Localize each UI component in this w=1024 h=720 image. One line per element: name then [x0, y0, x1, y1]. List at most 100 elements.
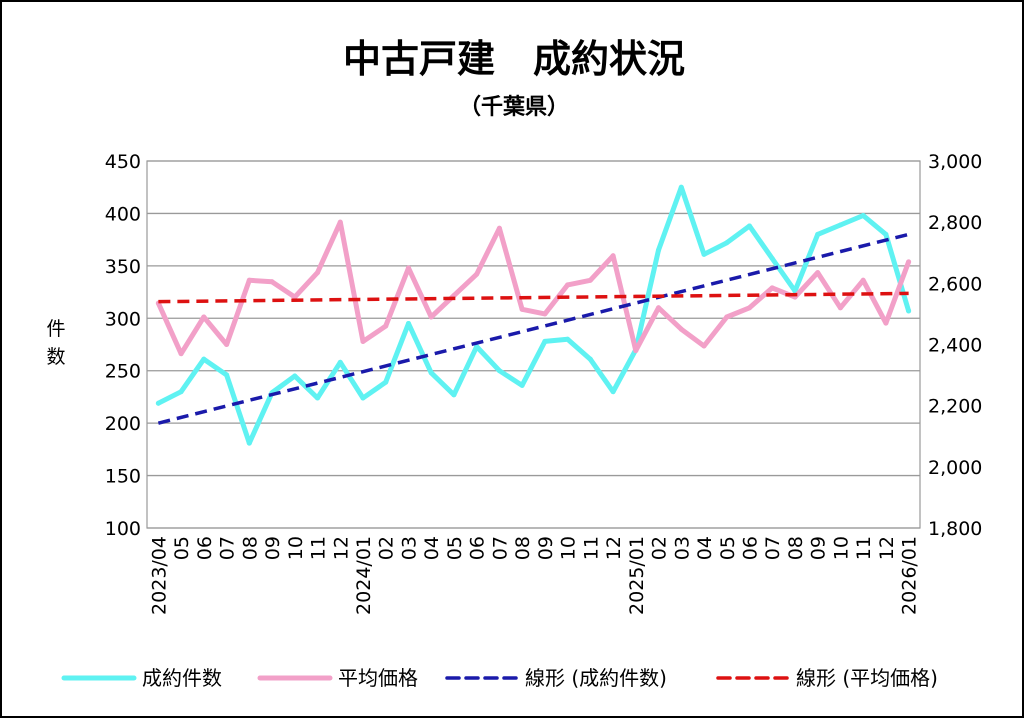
data-point-series-1	[746, 223, 752, 229]
data-point-series-2	[701, 343, 707, 349]
data-point-series-2	[906, 259, 912, 265]
left-axis-ticks: 100 150 200 250 300 350 400 450	[105, 151, 141, 540]
x-tick-label: 04	[694, 536, 716, 560]
data-point-series-1	[587, 356, 593, 362]
data-point-series-1	[178, 389, 184, 395]
x-tick-label: 06	[739, 536, 761, 560]
y2-tick-label: 2,600	[928, 273, 982, 295]
data-point-series-2	[496, 225, 502, 231]
data-point-series-1	[451, 392, 457, 398]
x-tick-label: 07	[762, 536, 784, 560]
data-point-series-2	[542, 311, 548, 317]
x-tick-label: 12	[330, 536, 352, 560]
trendline-1	[157, 232, 910, 425]
data-point-series-1	[292, 373, 298, 379]
data-point-series-2	[678, 326, 684, 332]
x-tick-label: 08	[239, 536, 261, 560]
data-point-series-2	[246, 277, 252, 283]
data-point-series-2	[837, 305, 843, 311]
y-tick-label: 150	[105, 466, 141, 488]
data-point-series-2	[769, 285, 775, 291]
data-point-series-1	[360, 395, 366, 401]
data-point-series-2	[292, 294, 298, 300]
data-point-series-2	[724, 314, 730, 320]
data-point-series-1	[906, 308, 912, 314]
x-axis-ticks: 2023/04 05 06 07 08 09 10 11 12 2024/01 02 03 04 05 06…	[148, 536, 920, 615]
x-tick-label: 07	[217, 536, 239, 560]
data-point-series-1	[769, 256, 775, 262]
data-point-series-1	[155, 400, 161, 406]
data-point-series-1	[201, 356, 207, 362]
data-point-series-2	[178, 351, 184, 357]
x-tick-label: 06	[467, 536, 489, 560]
data-point-series-2	[610, 253, 616, 259]
x-tick-label: 08	[512, 536, 534, 560]
x-tick-label: 12	[603, 536, 625, 560]
data-point-series-1	[610, 389, 616, 395]
data-point-series-2	[269, 279, 275, 285]
series-line-2	[155, 219, 912, 357]
data-point-series-1	[224, 372, 230, 378]
data-point-series-2	[860, 277, 866, 283]
x-tick-label: 2023/04	[148, 536, 170, 615]
data-point-series-2	[587, 277, 593, 283]
x-tick-label: 04	[421, 536, 443, 560]
data-point-series-1	[565, 336, 571, 342]
y-tick-label: 350	[105, 256, 141, 278]
data-point-series-1	[701, 251, 707, 257]
x-tick-label: 11	[308, 536, 330, 560]
data-point-series-2	[656, 305, 662, 311]
legend-label-1: 成約件数	[142, 666, 222, 690]
x-tick-label: 10	[830, 536, 852, 560]
x-tick-label: 02	[649, 536, 671, 560]
y2-tick-label: 2,800	[928, 212, 982, 234]
x-tick-label: 10	[558, 536, 580, 560]
data-point-series-2	[315, 270, 321, 276]
y2-tick-label: 1,800	[928, 518, 982, 540]
data-point-series-2	[815, 270, 821, 276]
legend-label-2: 平均価格	[338, 666, 418, 690]
data-point-series-2	[633, 348, 639, 354]
y2-tick-label: 3,000	[928, 151, 982, 173]
y-tick-label: 400	[105, 203, 141, 225]
data-point-series-2	[428, 314, 434, 320]
right-axis-ticks: 1,800 2,000 2,200 2,400 2,600 2,800 3,000	[928, 151, 982, 540]
data-point-series-2	[360, 338, 366, 344]
data-point-series-1	[337, 359, 343, 365]
data-point-series-1	[724, 240, 730, 246]
x-tick-label: 05	[444, 536, 466, 560]
data-point-series-1	[246, 440, 252, 446]
data-point-series-1	[815, 231, 821, 237]
legend-label-4: 線形 (平均価格)	[796, 666, 938, 690]
grid-lines	[147, 160, 920, 529]
x-tick-label: 12	[876, 536, 898, 560]
y2-tick-label: 2,400	[928, 335, 982, 357]
y-tick-label: 450	[105, 151, 141, 173]
y-tick-label: 200	[105, 413, 141, 435]
x-tick-label: 11	[580, 536, 602, 560]
x-tick-label: 05	[171, 536, 193, 560]
data-point-series-2	[474, 271, 480, 277]
trendline-2	[158, 291, 909, 304]
data-point-series-1	[883, 231, 889, 237]
x-tick-label: 09	[808, 536, 830, 560]
data-point-series-1	[315, 395, 321, 401]
data-point-series-1	[474, 344, 480, 350]
series-layer	[155, 184, 912, 446]
x-tick-label: 2026/01	[899, 536, 921, 615]
data-point-series-1	[496, 368, 502, 374]
y-tick-label: 250	[105, 361, 141, 383]
x-tick-label: 06	[194, 536, 216, 560]
data-point-series-2	[405, 265, 411, 271]
series-line-1	[155, 184, 912, 446]
y-axis-title-char-1: 件	[46, 318, 65, 340]
x-tick-label: 07	[489, 536, 511, 560]
data-point-series-2	[337, 219, 343, 225]
data-point-series-2	[746, 305, 752, 311]
y-tick-label: 300	[105, 308, 141, 330]
data-point-series-1	[860, 213, 866, 219]
x-tick-label: 02	[376, 536, 398, 560]
y-tick-label: 100	[105, 518, 141, 540]
data-point-series-1	[519, 382, 525, 388]
